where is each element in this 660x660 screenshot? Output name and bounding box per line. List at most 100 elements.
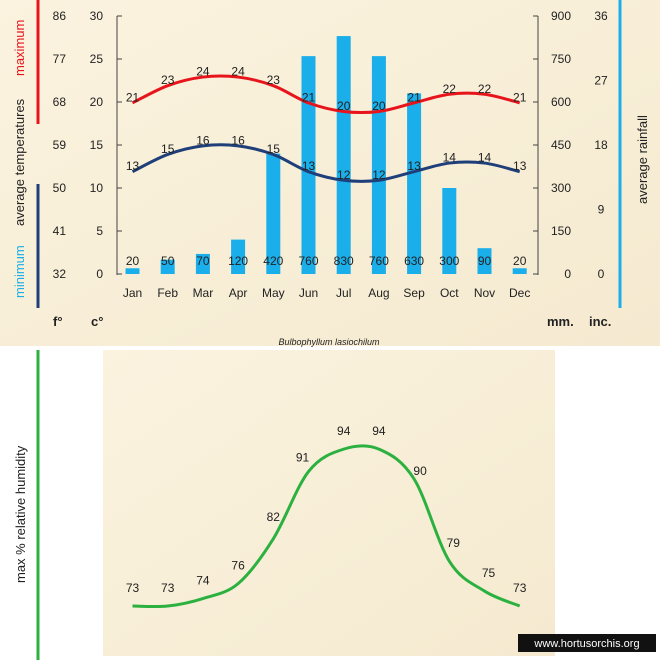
rainfall-bar [266, 153, 281, 274]
celsius-tick-label: 0 [96, 267, 103, 281]
min-temp-value: 13 [126, 159, 140, 173]
unit-f: f° [53, 314, 63, 329]
fahrenheit-tick-label: 50 [53, 181, 67, 195]
rainfall-bars [125, 36, 527, 275]
month-label: Apr [229, 286, 248, 300]
min-temp-line [131, 143, 521, 183]
rainfall-bar [160, 259, 175, 274]
humidity-value: 73 [513, 581, 527, 595]
rainfall-bar [512, 268, 527, 274]
rainfall-value: 120 [228, 254, 248, 268]
rainfall-value: 20 [126, 254, 140, 268]
month-label: Feb [157, 286, 178, 300]
rainfall-bar [371, 56, 386, 275]
month-label: Aug [368, 286, 389, 300]
fahrenheit-tick-label: 41 [53, 224, 67, 238]
fahrenheit-tick-label: 77 [53, 52, 67, 66]
min-temp-value: 13 [513, 159, 527, 173]
inch-tick-label: 9 [598, 203, 605, 217]
max-temp-value: 23 [267, 73, 281, 87]
min-temp-value: 16 [231, 133, 245, 147]
humidity-value: 74 [196, 574, 210, 588]
min-temp-value: 15 [267, 142, 281, 156]
min-temp-value: 12 [372, 168, 386, 182]
month-label: Mar [193, 286, 214, 300]
mm-tick-label: 600 [551, 95, 571, 109]
rainfall-bar [336, 36, 351, 274]
inch-tick-label: 18 [594, 138, 608, 152]
fahrenheit-tick-label: 68 [53, 95, 67, 109]
max-temp-value: 24 [196, 65, 210, 79]
month-label: May [262, 286, 285, 300]
celsius-tick-label: 30 [90, 9, 104, 23]
mm-tick-label: 150 [551, 224, 571, 238]
temperature-lines: 21 23 24 24 23 21 20 20 21 22 22 21 13 15 16 16 15 13 12 12… [126, 65, 527, 268]
month-label: Sep [403, 286, 425, 300]
humidity-value: 75 [482, 566, 496, 580]
celsius-tick-label: 20 [90, 95, 104, 109]
rainfall-value: 70 [196, 254, 210, 268]
rainfall-value: 830 [334, 254, 354, 268]
max-temp-value: 22 [478, 82, 492, 96]
humidity-chart: 73 73 74 76 82 91 94 94 90 79 75 73 [126, 424, 527, 609]
unit-c: c° [91, 314, 103, 329]
max-temp-line [131, 74, 521, 115]
celsius-tick-label: 5 [96, 224, 103, 238]
humidity-axis-label: max % relative humidity [13, 445, 28, 583]
rainfall-bar [195, 253, 210, 274]
min-temp-value: 14 [443, 151, 457, 165]
rainfall-value: 50 [161, 254, 175, 268]
rainfall-value: 760 [369, 254, 389, 268]
max-temp-value: 23 [161, 73, 175, 87]
unit-inch: inc. [589, 314, 611, 329]
top-chart-panel [0, 0, 660, 346]
max-temp-value: 21 [302, 90, 316, 104]
fahrenheit-tick-label: 32 [53, 267, 67, 281]
humidity-value: 73 [161, 581, 175, 595]
min-temp-value: 14 [478, 151, 492, 165]
humidity-value: 90 [413, 464, 427, 478]
minimum-label: minimum [12, 245, 27, 298]
rainfall-bar [442, 188, 457, 274]
max-temp-value: 21 [126, 90, 140, 104]
rainfall-value: 630 [404, 254, 424, 268]
rainfall-bar [477, 248, 492, 274]
humidity-value: 91 [296, 451, 310, 465]
rainfall-bar [125, 268, 140, 274]
mm-tick-label: 450 [551, 138, 571, 152]
month-label: Dec [509, 286, 530, 300]
watermark-bg [518, 634, 656, 652]
humidity-value: 79 [447, 536, 461, 550]
inch-tick-label: 36 [594, 9, 608, 23]
month-label: Oct [440, 286, 459, 300]
month-label: Jul [336, 286, 351, 300]
mm-tick-label: 0 [564, 267, 571, 281]
min-temp-value: 12 [337, 168, 351, 182]
month-label: Jun [299, 286, 318, 300]
min-temp-value: 13 [302, 159, 316, 173]
humidity-value: 94 [337, 424, 351, 438]
unit-mm: mm. [547, 314, 574, 329]
rainfall-value: 90 [478, 254, 492, 268]
month-label: Jan [123, 286, 142, 300]
mm-tick-label: 900 [551, 9, 571, 23]
axis-ticks: 3025201510508677685950413290075060045030… [53, 9, 608, 281]
species-caption: Bulbophyllum lasiochilum [278, 337, 380, 347]
humidity-line [132, 444, 521, 609]
celsius-tick-label: 25 [90, 52, 104, 66]
max-temp-value: 21 [513, 90, 527, 104]
celsius-tick-label: 10 [90, 181, 104, 195]
maximum-label: maximum [12, 20, 27, 76]
average-rainfall-label: average rainfall [635, 115, 650, 204]
inch-tick-label: 0 [598, 267, 605, 281]
inch-tick-label: 27 [594, 74, 608, 88]
watermark: www.hortusorchis.org [533, 638, 639, 650]
celsius-tick-label: 15 [90, 138, 104, 152]
rainfall-bar [301, 56, 316, 275]
rainfall-value: 760 [298, 254, 318, 268]
max-temp-value: 20 [372, 99, 386, 113]
fahrenheit-tick-label: 86 [53, 9, 67, 23]
min-temp-value: 16 [196, 133, 210, 147]
rainfall-value: 420 [263, 254, 283, 268]
average-temperatures-label: average temperatures [12, 98, 27, 226]
